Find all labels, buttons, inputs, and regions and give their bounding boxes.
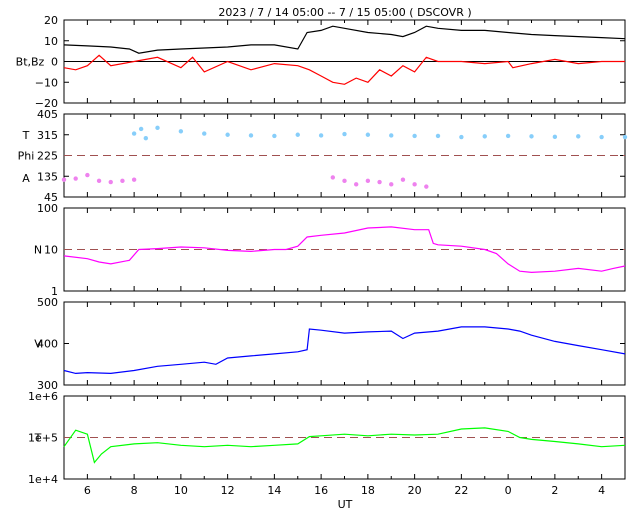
y-axis-label: T (34, 432, 42, 445)
series-point-A (131, 177, 137, 182)
x-tick-label: 6 (84, 484, 91, 497)
panel-density: 100 10 1 N (34, 202, 626, 298)
series-point-T (622, 134, 628, 140)
y-tick-label: 225 (37, 150, 58, 163)
x-tick-label: 14 (267, 484, 281, 497)
series-point-A (108, 179, 113, 185)
series-point-T (365, 132, 371, 137)
series-point-A (120, 178, 125, 184)
series-point-T (138, 126, 144, 132)
y-tick-label: 100 (37, 202, 58, 215)
y-tick-label: 45 (44, 191, 58, 204)
series-point-A (353, 182, 359, 187)
y-tick-label: 1e+5 (28, 432, 58, 445)
series-point-T (225, 132, 230, 137)
series-point-T (552, 134, 558, 140)
y-tick-label: 1e+4 (28, 473, 58, 486)
y-tick-label: −10 (35, 76, 58, 89)
panel-temp-angle: 405 315 225 135 45 T Phi A (18, 108, 628, 204)
series-line-N (63, 226, 626, 274)
series-point-T (155, 125, 160, 131)
x-tick-label: 2 (551, 484, 558, 497)
series-point-A (96, 178, 102, 184)
x-tick-label: 4 (598, 484, 605, 497)
y-tick-label: 1e+6 (28, 390, 58, 403)
series-point-A (73, 176, 78, 181)
panel-speed: 500 400 300 V (34, 296, 626, 392)
y-tick-label: −20 (35, 97, 58, 110)
panels-group: 20100−10−20Bt,Bz40531522513545TPhiA10010… (16, 14, 628, 486)
series-line-Bz (63, 54, 625, 85)
series-point-A (377, 179, 382, 185)
series-point-A (330, 175, 336, 180)
series-point-T (505, 133, 511, 139)
series-point-T (272, 133, 277, 139)
series-point-T (318, 133, 324, 138)
y-tick-label: 315 (37, 129, 58, 142)
x-tick-label: 18 (361, 484, 375, 497)
x-tick-label: 12 (221, 484, 235, 497)
x-tick-label: 16 (314, 484, 328, 497)
y-tick-label: 10 (44, 244, 58, 257)
series-point-A (412, 182, 417, 187)
y-axis-label: Bt,Bz (16, 56, 45, 69)
series-point-A (400, 177, 406, 182)
series-point-T (482, 134, 487, 139)
y-tick-label: 0 (51, 56, 58, 69)
series-line-Bt (63, 25, 626, 54)
series-point-T (599, 134, 604, 140)
series-point-A (365, 178, 371, 184)
y-tick-label: 500 (37, 296, 58, 309)
series-point-A (342, 178, 347, 184)
x-axis-label: UT (338, 498, 353, 511)
y-axis-label-mid: Phi (18, 150, 35, 163)
series-point-T (342, 131, 347, 137)
series-point-T (295, 132, 300, 137)
y-axis-label-top: T (22, 129, 30, 142)
series-point-T (143, 136, 149, 141)
series-point-T (389, 133, 394, 138)
x-tick-label: 8 (131, 484, 138, 497)
series-point-T (202, 131, 207, 136)
x-axis: 6 8 10 12 14 16 18 20 22 0 2 4 (84, 484, 605, 497)
y-tick-label: 135 (37, 170, 58, 183)
y-tick-label: 400 (37, 338, 58, 351)
series-point-T (178, 129, 184, 134)
y-tick-label: 20 (44, 14, 58, 27)
chart-title: 2023 / 7 / 14 05:00 -- 7 / 15 05:00 ( DS… (218, 6, 471, 19)
y-axis-label: V (34, 338, 42, 351)
y-axis-label-bottom: A (22, 172, 30, 185)
panel-mag: 20 10 0 −10 −20 Bt,Bz (16, 14, 626, 110)
series-line-V (63, 326, 626, 375)
series-line-T (63, 427, 626, 464)
x-tick-label: 0 (505, 484, 512, 497)
x-tick-label: 22 (454, 484, 468, 497)
series-point-A (85, 172, 90, 178)
series-point-T (131, 131, 137, 136)
series-point-T (412, 133, 417, 139)
series-point-T (248, 133, 254, 138)
series-point-A (389, 182, 394, 187)
series-point-T (576, 134, 581, 139)
x-tick-label: 10 (174, 484, 188, 497)
y-tick-label: 405 (37, 108, 58, 121)
y-tick-label: 1 (51, 285, 58, 298)
panel-temperature: 1e+6 1e+5 1e+4 T (28, 390, 626, 486)
y-tick-label: 300 (37, 379, 58, 392)
series-point-T (529, 134, 534, 139)
series-point-A (424, 184, 429, 189)
series-point-A (61, 177, 67, 182)
panel-frame (63, 301, 626, 386)
x-tick-label: 20 (408, 484, 422, 497)
series-point-T (459, 134, 464, 140)
y-axis-label: N (34, 244, 42, 257)
y-tick-label: 10 (44, 35, 58, 48)
series-point-T (435, 133, 441, 139)
